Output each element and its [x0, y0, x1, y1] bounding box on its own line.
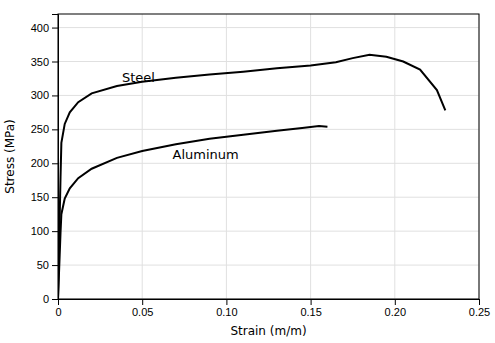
y-grid-line — [58, 61, 479, 62]
y-tick-mark — [52, 95, 58, 96]
x-tick-mark — [142, 299, 143, 305]
y-tick: 350 — [31, 56, 58, 68]
y-axis-title: Stress (MPa) — [3, 119, 17, 193]
x-tick: 0.15 — [300, 299, 321, 318]
x-tick: 0 — [55, 299, 61, 318]
annotations: Steel Aluminum — [122, 70, 239, 162]
plot-frame — [58, 14, 479, 299]
x-axis-line — [59, 300, 480, 306]
x-tick-mark — [311, 299, 312, 305]
y-tick-label: 250 — [31, 123, 49, 135]
x-tick-label: 0 — [55, 306, 61, 318]
y-tick: 250 — [31, 123, 58, 135]
x-tick: 0.20 — [385, 299, 406, 318]
series-line — [58, 55, 445, 299]
x-grid-line — [142, 14, 143, 299]
y-tick: 200 — [31, 157, 58, 169]
y-grid-line — [58, 129, 479, 130]
chart: 0 0.05 0.10 0.15 0.20 0.25 0 50 100 150 200 250 300 3… — [0, 0, 495, 343]
y-tick-mark — [52, 28, 58, 29]
y-tick-label: 400 — [31, 22, 49, 34]
x-tick-label: 0.05 — [132, 306, 153, 318]
annotation: Aluminum — [173, 147, 239, 162]
y-tick-mark — [52, 163, 58, 164]
y-tick-label: 200 — [31, 157, 49, 169]
series-line — [58, 126, 327, 299]
x-tick: 0.05 — [132, 299, 153, 318]
y-axis-line — [52, 15, 59, 300]
y-tick: 150 — [31, 191, 58, 203]
y-tick-mark — [52, 299, 58, 300]
y-tick: 100 — [31, 225, 58, 237]
x-tick-label: 0.15 — [300, 306, 321, 318]
y-axis: 0 50 100 150 200 250 300 350 400 — [31, 15, 59, 306]
x-axis: 0 0.05 0.10 0.15 0.20 0.25 — [55, 299, 490, 318]
y-grid-line — [58, 27, 479, 28]
x-tick: 0.10 — [216, 299, 237, 318]
x-tick: 0.25 — [469, 299, 490, 318]
y-grid-line — [58, 163, 479, 164]
y-grid-line — [58, 231, 479, 232]
y-tick-label: 350 — [31, 56, 49, 68]
y-tick-label: 300 — [31, 89, 49, 101]
y-tick-mark — [52, 265, 58, 266]
y-tick: 300 — [31, 89, 58, 101]
x-tick-mark — [479, 299, 480, 305]
y-tick-mark — [52, 62, 58, 63]
x-tick-label: 0.25 — [469, 306, 490, 318]
y-tick-label: 150 — [31, 191, 49, 203]
y-grid-line — [58, 197, 479, 198]
y-tick-mark — [52, 129, 58, 130]
y-grid-line — [58, 265, 479, 266]
x-tick-mark — [395, 299, 396, 305]
y-tick-label: 100 — [31, 225, 49, 237]
y-tick-label: 0 — [43, 293, 49, 305]
y-tick: 400 — [31, 22, 58, 34]
x-tick-label: 0.10 — [216, 306, 237, 318]
x-grid-line — [394, 14, 395, 299]
y-grid-line — [58, 95, 479, 96]
x-axis-title: Strain (m/m) — [230, 324, 306, 338]
x-tick-mark — [226, 299, 227, 305]
y-tick: 0 — [43, 293, 58, 305]
y-tick-mark — [52, 197, 58, 198]
y-tick-mark — [52, 231, 58, 232]
grid — [58, 14, 479, 299]
lines — [58, 55, 445, 299]
annotation: Steel — [122, 70, 155, 85]
x-tick-label: 0.20 — [385, 306, 406, 318]
plot-area: 0 0.05 0.10 0.15 0.20 0.25 0 50 100 150 200 250 300 3… — [31, 14, 491, 318]
x-grid-line — [310, 14, 311, 299]
y-tick-label: 50 — [37, 259, 49, 271]
y-tick: 50 — [37, 259, 58, 271]
